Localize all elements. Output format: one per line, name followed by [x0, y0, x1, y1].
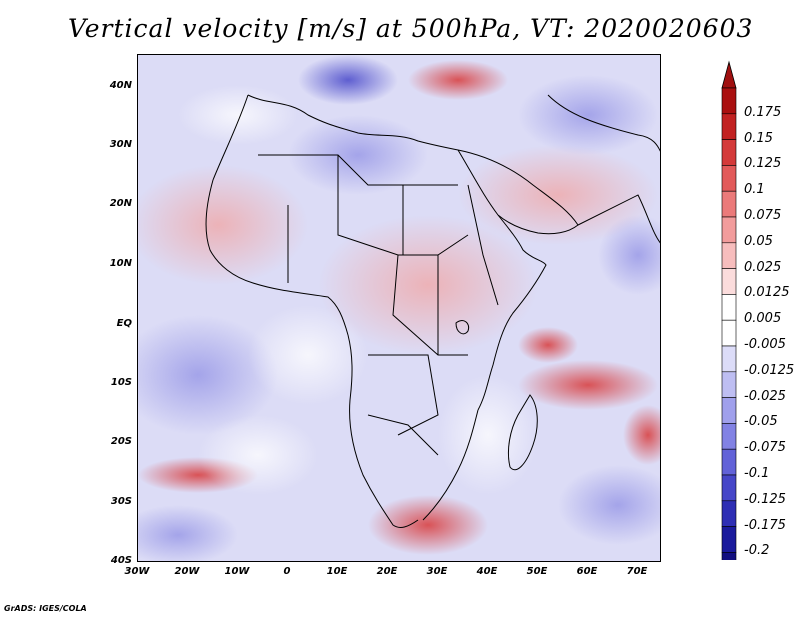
map-field: [138, 55, 660, 561]
lon-label-10e: 10E: [326, 566, 348, 577]
velocity-field-patches: [138, 55, 660, 561]
colorbar-tick-label: 0.0125: [744, 285, 790, 301]
lon-label-50e: 50E: [526, 566, 548, 577]
lon-label-60e: 60E: [576, 566, 598, 577]
lon-label-40e: 40E: [476, 566, 498, 577]
colorbar-swatch: [721, 371, 737, 398]
colorbar-tick-label: -0.075: [744, 440, 786, 456]
colorbar-swatch: [721, 294, 737, 321]
lon-label-0: 0: [283, 566, 291, 577]
lat-label-20n: 20N: [109, 198, 132, 209]
colorbar-tick-label: -0.175: [744, 517, 786, 533]
colorbar-tick-label: 0.025: [744, 259, 782, 275]
colorbar-tick-label: 0.005: [744, 311, 782, 327]
colorbar-swatch: [721, 268, 737, 295]
colorbar-swatch: [721, 165, 737, 192]
lat-label-eq: EQ: [116, 318, 132, 329]
coastline-and-borders: [205, 94, 660, 528]
colorbar-swatch: [721, 319, 737, 347]
colorbar-swatch: [721, 423, 737, 450]
lat-label-30n: 30N: [109, 139, 132, 150]
lat-label-40s: 40S: [110, 555, 132, 566]
colorbar-swatch: [721, 113, 737, 140]
colorbar-swatch: [721, 526, 737, 553]
colorbar-tick-label: -0.05: [744, 414, 778, 430]
colorbar-swatch: [721, 87, 737, 115]
lat-label-10s: 10S: [110, 377, 132, 388]
colorbar-tick-label: 0.125: [744, 156, 782, 172]
chart-title: Vertical velocity [m/s] at 500hPa, VT: 2…: [68, 14, 754, 43]
lat-label-10n: 10N: [109, 258, 132, 269]
lat-label-30s: 30S: [110, 496, 132, 507]
colorbar-swatch: [721, 500, 737, 527]
colorbar-swatch: [721, 345, 737, 373]
colorbar-tick-label: -0.125: [744, 491, 786, 507]
colorbar-tick-label: -0.025: [744, 388, 786, 404]
map-panel: [137, 54, 661, 562]
colorbar: [721, 60, 737, 560]
colorbar-swatch: [721, 242, 737, 269]
colorbar-tick-label: 0.175: [744, 104, 782, 120]
colorbar-swatch: [721, 552, 737, 560]
lon-label-20w: 20W: [174, 566, 200, 577]
colorbar-tick-label: -0.0125: [744, 362, 795, 378]
colorbar-swatch: [721, 190, 737, 218]
colorbar-swatch: [721, 397, 737, 424]
colorbar-tick-label: 0.075: [744, 208, 782, 223]
colorbar-tick-label: -0.2: [744, 543, 770, 559]
lon-label-70e: 70E: [626, 566, 648, 577]
lat-label-20s: 20S: [110, 436, 132, 447]
colorbar-tick-label: -0.005: [744, 337, 786, 352]
lon-label-10w: 10W: [224, 566, 250, 577]
colorbar-swatch: [721, 474, 737, 502]
colorbar-swatch: [721, 139, 737, 166]
credit-text: GrADS: IGES/COLA: [4, 604, 87, 613]
colorbar-swatch: [721, 216, 737, 244]
colorbar-top-triangle: [721, 60, 737, 89]
colorbar-swatch: [721, 448, 737, 476]
lon-label-30w: 30W: [124, 566, 150, 577]
lon-label-30e: 30E: [426, 566, 448, 577]
colorbar-tick-label: -0.1: [744, 466, 770, 481]
lat-label-40n: 40N: [109, 80, 132, 91]
colorbar-tick-label: 0.05: [744, 233, 773, 249]
colorbar-tick-label: 0.1: [744, 182, 765, 198]
lon-label-20e: 20E: [376, 566, 398, 577]
colorbar-tick-label: 0.15: [744, 130, 773, 146]
